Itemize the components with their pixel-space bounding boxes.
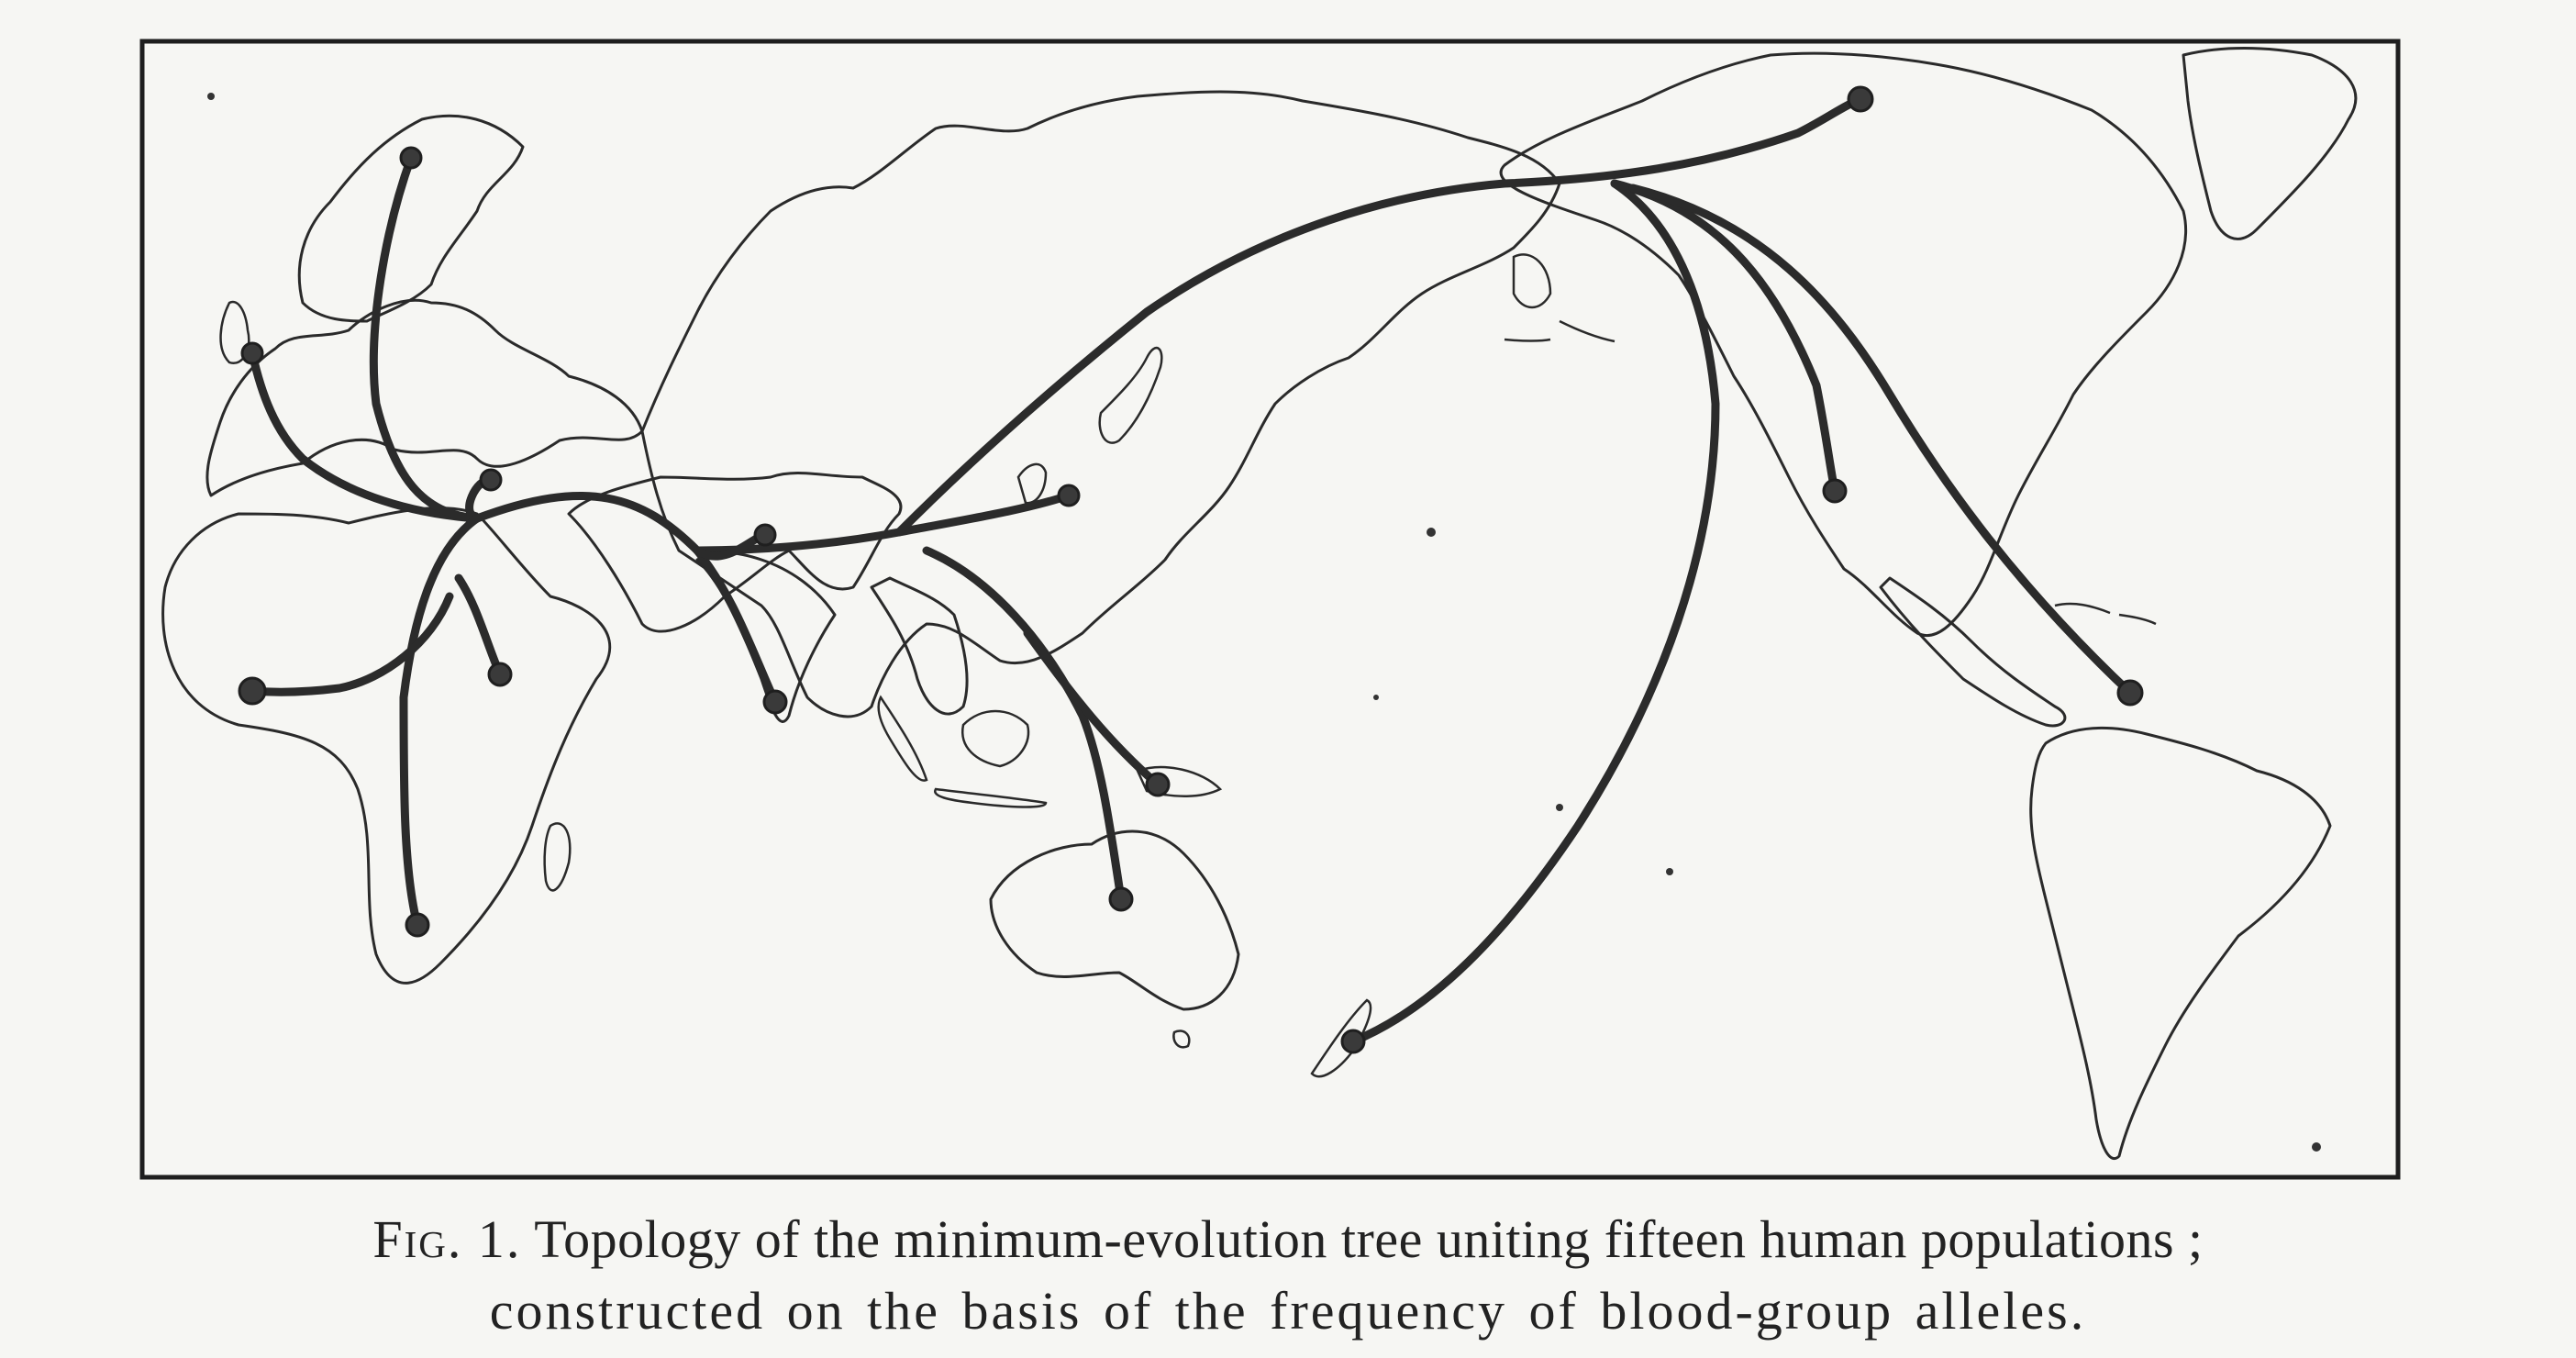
evolution-tree [248,95,2135,1046]
kamchatka-coastline [1512,253,1552,309]
population-node [1145,772,1171,797]
population-node [1057,484,1081,507]
africa-coastline [161,506,612,985]
north-america-coastline [1499,51,2188,638]
europe-coastline [205,298,644,497]
asia-coastline [640,90,1561,718]
map-speck [1373,695,1379,700]
new-zealand-coastline [1310,998,1372,1078]
population-node [1822,478,1848,504]
population-node [2116,679,2144,707]
figure-caption: Fig. 1. Topology of the minimum-evolutio… [0,1204,2576,1347]
scandinavia-coastline [297,114,525,323]
tree-branch [1628,184,2135,697]
aleutian-islands [1504,319,1616,343]
population-node [405,912,430,938]
tree-branch [894,95,1865,537]
australia-coastline [989,829,1240,1011]
population-node [1340,1029,1366,1054]
map-speck [1427,528,1436,537]
map-frame [139,39,2401,1180]
population-node [1108,886,1134,912]
java-coastline [934,787,1048,808]
tree-branch [369,153,482,523]
tree-branch [248,592,454,696]
central-america-coastline [1879,576,2067,728]
map-speck [1666,868,1673,875]
population-node [1847,85,1874,113]
population-node [240,341,264,365]
sumatra-coastline [877,695,928,782]
madagascar-coastline [543,822,572,892]
tree-branch [399,514,482,929]
tasmania-coastline [1172,1030,1191,1049]
tree-branch [472,492,780,707]
population-node [753,523,777,547]
caption-line-2: constructed on the basis of the frequenc… [489,1281,2087,1341]
south-america-coastline [2029,727,2332,1160]
tree-branch [1610,179,1839,495]
population-node [399,146,423,170]
new-guinea-coastline [1136,765,1223,797]
population-node [487,662,513,687]
middle-east-coastline [567,472,903,633]
population-node [479,468,503,492]
map-speck [1556,804,1563,811]
map-speck [2312,1142,2321,1152]
caribbean-islands [2054,602,2157,626]
figure-label: Fig. 1. [372,1209,522,1269]
tree-branch [454,573,505,679]
map-speck [207,93,215,100]
greenland-coastline [2182,47,2358,240]
caption-line-1: Topology of the minimum-evolution tree u… [534,1209,2204,1269]
indochina-coastline [870,576,969,716]
coastlines [161,47,2358,1160]
population-node [762,689,788,715]
japan-coastline [1098,346,1163,444]
borneo-coastline [960,709,1030,768]
tree-branch [1023,629,1162,789]
population-nodes [238,85,2144,1054]
korea-coastline [1016,462,1048,505]
tree-branch [248,349,482,523]
tree-branch [922,546,1126,904]
population-node [238,676,267,706]
tree-branch [1349,179,1720,1046]
